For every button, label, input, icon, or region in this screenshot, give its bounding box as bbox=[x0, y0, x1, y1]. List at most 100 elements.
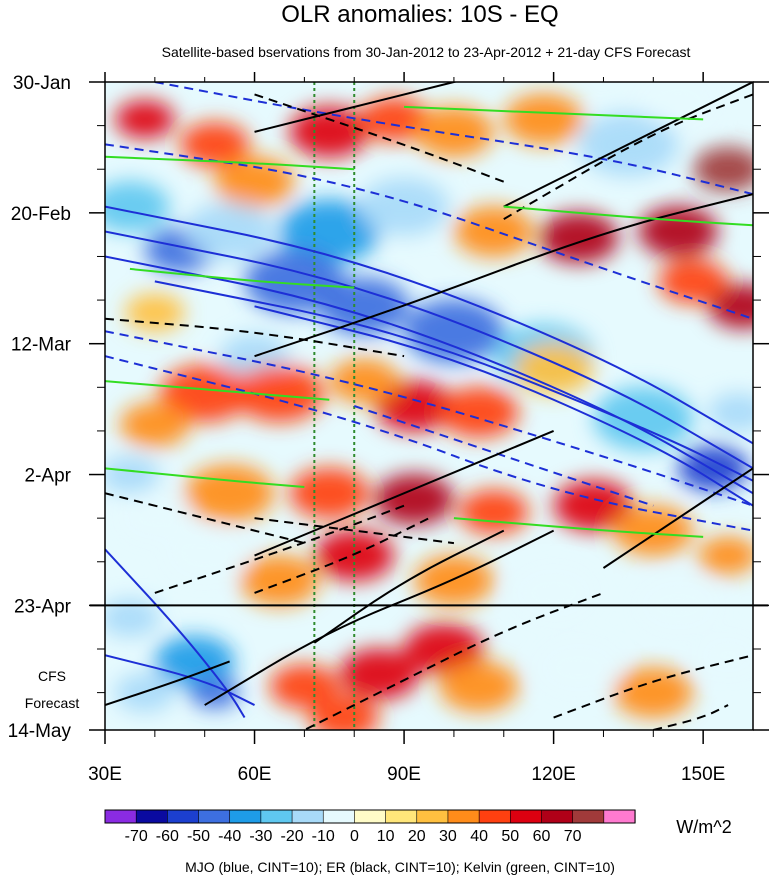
olr-anomaly-cell bbox=[119, 402, 190, 448]
mjo-contour bbox=[353, 405, 654, 507]
legend-footer: MJO (blue, CINT=10); ER (black, CINT=10)… bbox=[185, 859, 615, 875]
y-tick-label: 20-Feb bbox=[11, 204, 71, 225]
olr-anomaly-cell bbox=[339, 648, 420, 700]
colorbar-frame bbox=[104, 809, 636, 824]
colorbar-swatch bbox=[447, 809, 480, 824]
colorbar-swatch bbox=[229, 809, 262, 824]
olr-anomaly-cell bbox=[698, 536, 753, 575]
colorbar-swatch bbox=[260, 809, 293, 824]
kelvin-contour bbox=[129, 267, 355, 289]
colorbar-tick-label: -30 bbox=[249, 828, 272, 845]
olr-anomaly-cell bbox=[414, 106, 494, 158]
colorbar bbox=[104, 809, 636, 824]
olr-anomaly-cell bbox=[179, 121, 250, 167]
er-contour bbox=[553, 654, 753, 719]
olr-anomaly-cell bbox=[105, 181, 170, 233]
olr-anomaly-cell bbox=[513, 343, 594, 395]
y-tick-label: 14-May bbox=[8, 721, 72, 742]
olr-anomaly-cell bbox=[538, 642, 619, 694]
er-contour bbox=[254, 193, 753, 358]
olr-anomaly-cell bbox=[124, 293, 185, 332]
olr-anomaly-cell bbox=[214, 156, 295, 208]
colorbar-tick-label: -10 bbox=[312, 828, 335, 845]
colorbar-swatch bbox=[198, 809, 231, 824]
colorbar-swatch bbox=[354, 809, 387, 824]
forecast-label-line-2: Forecast bbox=[25, 695, 80, 711]
x-tick-label: 150E bbox=[681, 764, 725, 785]
colorbar-swatch bbox=[322, 809, 356, 824]
er-contour bbox=[105, 492, 305, 545]
colorbar-swatch bbox=[385, 809, 418, 824]
y-tick-label: 12-Mar bbox=[11, 335, 72, 356]
colorbar-tick-label: 30 bbox=[439, 828, 457, 845]
colorbar-tick-label: 40 bbox=[470, 828, 488, 845]
colorbar-swatch bbox=[603, 809, 636, 824]
colorbar-tick-label: -60 bbox=[156, 828, 179, 845]
y-tick-label: 23-Apr bbox=[14, 596, 72, 617]
er-contour bbox=[105, 660, 230, 707]
olr-anomaly-cell bbox=[438, 660, 519, 712]
x-tick-label: 90E bbox=[387, 764, 421, 785]
olr-anomaly-cell bbox=[189, 676, 240, 709]
colorbar-tick-label: -20 bbox=[280, 828, 303, 845]
colorbar-swatch bbox=[291, 809, 324, 824]
olr-anomaly-cell bbox=[289, 467, 370, 519]
olr-anomaly-cell bbox=[234, 364, 325, 423]
er-contour bbox=[154, 504, 405, 594]
colorbar-unit: W/m^2 bbox=[676, 817, 731, 837]
olr-anomaly-cell bbox=[658, 258, 729, 304]
er-contour bbox=[105, 317, 405, 358]
colorbar-tick-label: -70 bbox=[125, 828, 148, 845]
y-axis: 30-Jan 20-Feb 12-Mar 2-Apr 23-Apr 14-May bbox=[8, 73, 769, 742]
mjo-contour bbox=[154, 82, 753, 196]
olr-anomaly-cell bbox=[374, 473, 454, 526]
colorbar-swatch bbox=[541, 809, 574, 824]
olr-anomaly-cell bbox=[164, 529, 245, 582]
olr-anomaly-cell bbox=[105, 598, 160, 638]
er-contour bbox=[254, 82, 459, 133]
olr-anomaly-cell bbox=[329, 358, 400, 404]
colorbar-swatch bbox=[135, 809, 168, 824]
er-contour bbox=[254, 93, 505, 183]
mjo-contour bbox=[105, 255, 753, 495]
colorbar-swatch bbox=[104, 809, 137, 824]
olr-anomaly-cell bbox=[404, 299, 504, 364]
olr-anomaly-cell bbox=[593, 386, 694, 451]
olr-anomaly-cell bbox=[503, 93, 584, 145]
olr-anomaly-cell bbox=[105, 455, 160, 494]
colorbar-swatch bbox=[478, 809, 511, 824]
chart-title: OLR anomalies: 10S - EQ bbox=[281, 1, 558, 28]
olr-anomaly-cell bbox=[414, 554, 494, 607]
olr-anomaly-cell bbox=[458, 489, 529, 535]
colorbar-tick-label: -50 bbox=[187, 828, 210, 845]
er-contour bbox=[254, 517, 430, 594]
mjo-contour bbox=[105, 330, 753, 507]
x-axis: 30E 60E 90E 120E 150E bbox=[88, 72, 725, 785]
olr-anomaly-cell bbox=[239, 554, 320, 607]
colorbar-tick-label: 10 bbox=[377, 828, 395, 845]
colorbar-tick-label: -40 bbox=[218, 828, 241, 845]
olr-anomaly-cell bbox=[119, 495, 190, 541]
olr-anomaly-cell bbox=[374, 380, 454, 432]
colorbar-tick-label: 20 bbox=[408, 828, 426, 845]
kelvin-contour bbox=[503, 205, 753, 227]
olr-anomaly-cell bbox=[404, 623, 484, 675]
colorbar-swatch bbox=[416, 809, 449, 824]
colorbar-swatch bbox=[572, 809, 605, 824]
wave-contour-lines bbox=[105, 82, 753, 730]
er-contour bbox=[302, 591, 604, 730]
olr-anomaly-cell bbox=[693, 146, 753, 192]
mjo-contour bbox=[105, 654, 255, 706]
colorbar-swatch bbox=[167, 809, 200, 824]
mjo-contour bbox=[105, 355, 753, 532]
x-tick-label: 30E bbox=[88, 764, 122, 785]
olr-anomaly-cell bbox=[698, 636, 753, 675]
y-tick-label: 2-Apr bbox=[25, 466, 72, 487]
olr-anomaly-cell bbox=[613, 667, 694, 719]
x-tick-label: 120E bbox=[531, 764, 575, 785]
mjo-contour bbox=[254, 305, 753, 507]
er-contour bbox=[254, 429, 554, 557]
kelvin-contour bbox=[105, 155, 355, 171]
colorbar-tick-label: 50 bbox=[501, 828, 519, 845]
